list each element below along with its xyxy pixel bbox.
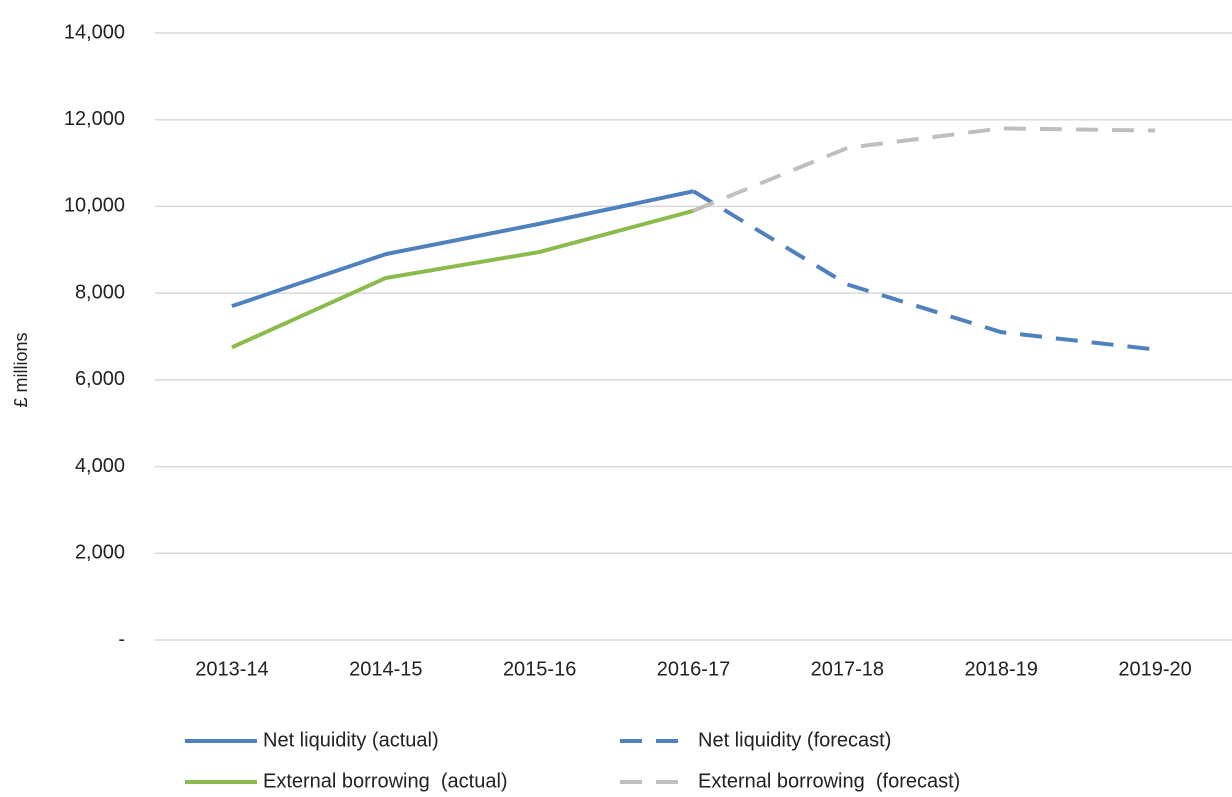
y-tick-label: 2,000 (75, 542, 125, 564)
y-tick-label: 4,000 (75, 455, 125, 477)
y-tick-label: 8,000 (75, 281, 125, 303)
y-tick-label: 6,000 (75, 368, 125, 390)
legend-label: External borrowing (forecast) (698, 770, 960, 792)
y-tick-label: 14,000 (64, 21, 125, 43)
x-tick-label: 2019-20 (1118, 658, 1191, 680)
x-tick-label: 2013-14 (195, 658, 268, 680)
y-tick-label: 10,000 (64, 195, 125, 217)
x-tick-label: 2018-19 (965, 658, 1038, 680)
legend-label: External borrowing (actual) (263, 770, 508, 792)
y-tick-label: 12,000 (64, 108, 125, 130)
y-tick-label: - (118, 628, 125, 650)
series-line (231, 208, 695, 350)
y-axis-label: £ millions (11, 332, 31, 407)
series-line (692, 189, 1156, 352)
legend-label: Net liquidity (forecast) (698, 729, 891, 751)
x-tick-label: 2016-17 (657, 658, 730, 680)
x-tick-label: 2017-18 (811, 658, 884, 680)
series-line (692, 126, 1156, 213)
x-tick-label: 2014-15 (349, 658, 422, 680)
series-line (231, 189, 694, 309)
legend-label: Net liquidity (actual) (263, 729, 439, 751)
x-tick-label: 2015-16 (503, 658, 576, 680)
